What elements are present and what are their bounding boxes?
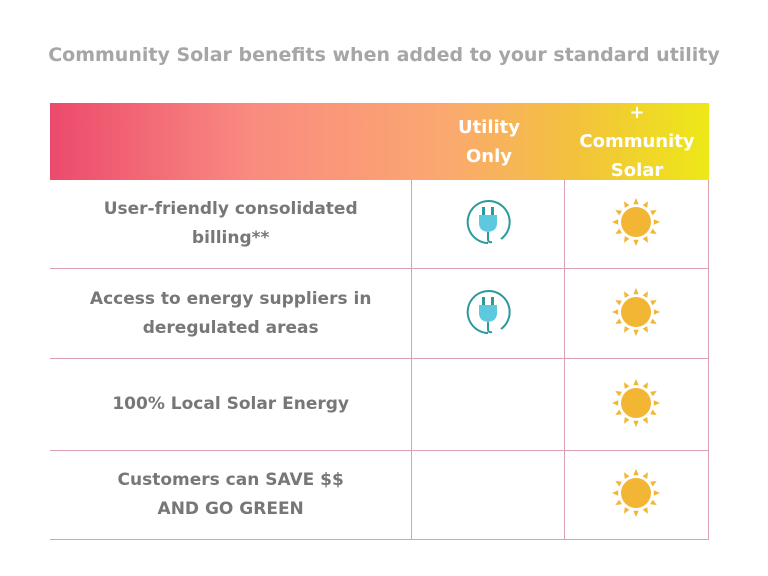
- solar-cell: [565, 359, 709, 450]
- row-label-text: Customers can SAVE $$ AND GO GREEN: [117, 470, 344, 519]
- table-row: Customers can SAVE $$ AND GO GREEN: [50, 451, 709, 540]
- header-community-solar: + Community Solar: [579, 102, 695, 181]
- sun-icon: [609, 195, 663, 253]
- utility-cell: [411, 180, 565, 268]
- solar-cell: [565, 180, 709, 268]
- row-label-text: Access to energy suppliers in deregulate…: [89, 288, 372, 338]
- sun-icon: [609, 285, 663, 343]
- header-utility-only: Utility Only: [457, 116, 521, 167]
- row-label: User-friendly consolidated billing**: [50, 180, 411, 268]
- table-row: User-friendly consolidated billing**: [50, 180, 709, 269]
- utility-cell: [411, 269, 565, 358]
- utility-cell: [411, 359, 565, 450]
- comparison-table: Utility Only + Community Solar User-frie…: [50, 102, 709, 540]
- plug-icon: [461, 285, 515, 343]
- table-row: Access to energy suppliers in deregulate…: [50, 269, 709, 359]
- sun-icon: [609, 466, 663, 524]
- sun-icon: [609, 376, 663, 434]
- utility-cell: [411, 451, 565, 539]
- table-row: 100% Local Solar Energy: [50, 359, 709, 451]
- plug-icon: [461, 195, 515, 253]
- row-label: 100% Local Solar Energy: [50, 359, 411, 450]
- row-label-text: 100% Local Solar Energy: [112, 394, 349, 414]
- row-label: Access to energy suppliers in deregulate…: [50, 269, 411, 358]
- page-title: Community Solar benefits when added to y…: [48, 44, 720, 66]
- table-header: Utility Only + Community Solar: [50, 102, 709, 181]
- solar-cell: [565, 269, 709, 358]
- row-label-text: User-friendly consolidated billing**: [103, 199, 358, 248]
- row-label: Customers can SAVE $$ AND GO GREEN: [50, 451, 411, 539]
- solar-cell: [565, 451, 709, 539]
